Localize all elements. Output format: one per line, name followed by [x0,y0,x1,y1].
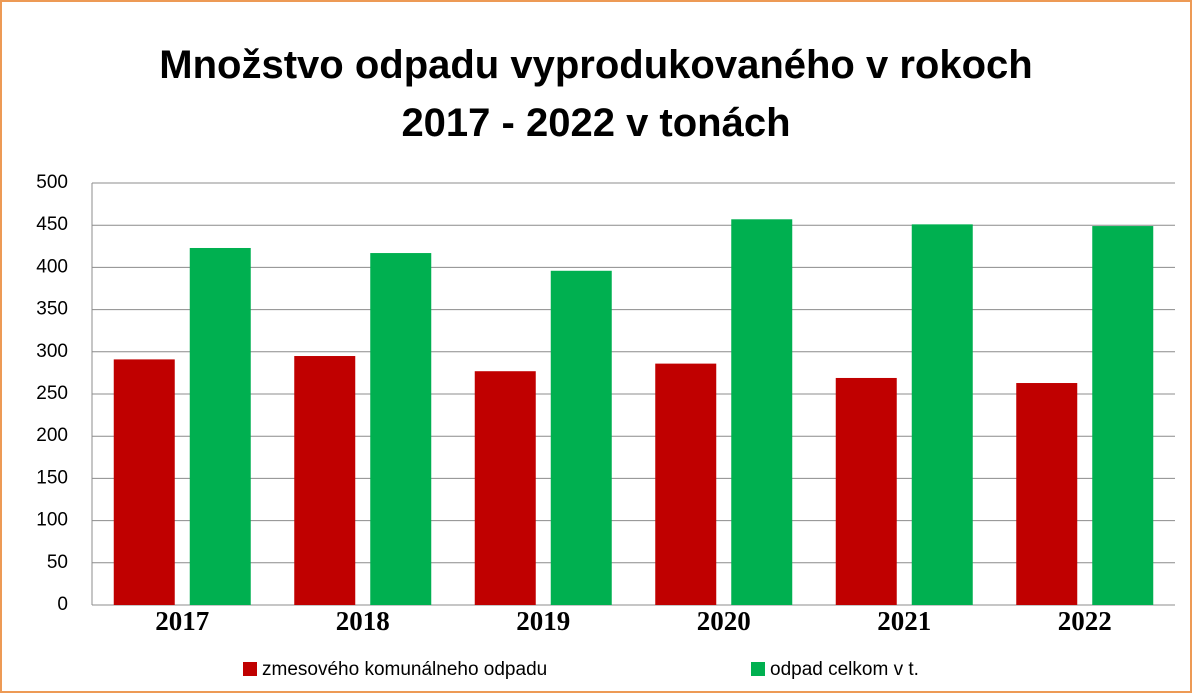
y-tick-label: 350 [36,299,68,320]
y-tick-label: 150 [36,467,68,488]
legend-swatch [243,662,257,676]
bar [474,371,536,605]
bar [294,356,356,605]
y-tick-label: 500 [36,172,68,193]
bar [113,359,175,605]
x-tick-label: 2022 [1058,606,1112,636]
x-tick-label: 2019 [516,606,570,636]
x-tick-label: 2017 [155,606,209,636]
x-tick-label: 2021 [877,606,931,636]
chart-title: Množstvo odpadu vyprodukovaného v rokoch… [159,43,1033,145]
y-tick-label: 50 [47,552,68,573]
x-tick-label: 2020 [697,606,751,636]
bar [189,247,251,605]
bar [550,270,612,605]
legend-swatch [751,662,765,676]
bar [1016,383,1078,605]
y-tick-label: 100 [36,510,68,531]
y-tick-label: 0 [57,594,68,615]
y-tick-label: 200 [36,425,68,446]
legend-label: odpad celkom v t. [770,659,919,680]
bar [1092,226,1154,605]
y-tick-label: 450 [36,214,68,235]
bar [370,253,432,605]
y-tick-label: 400 [36,256,68,277]
bar [731,219,793,606]
bar [911,224,973,605]
legend-label: zmesového komunálneho odpadu [262,659,547,680]
y-tick-label: 300 [36,341,68,362]
bar [835,377,897,605]
y-tick-label: 250 [36,383,68,404]
x-tick-label: 2018 [336,606,390,636]
bar [655,363,717,605]
